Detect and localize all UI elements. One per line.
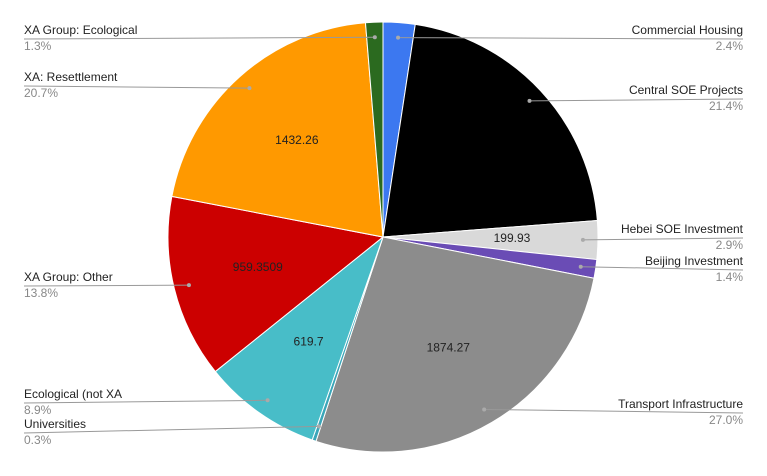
pie-slice (382, 23, 598, 238)
leader-dot (527, 98, 532, 103)
slice-percent: 2.4% (716, 39, 744, 53)
leader-dot (186, 283, 191, 288)
slice-label: XA: Resettlement (24, 70, 118, 84)
slice-label: Ecological (not XA (24, 387, 122, 401)
slice-percent: 1.4% (716, 270, 744, 284)
slice-percent: 13.8% (24, 286, 58, 300)
leader-dot (578, 264, 583, 269)
pie-slice (315, 236, 595, 453)
slice-label: XA Group: Other (24, 270, 113, 284)
leader-line (484, 408, 744, 414)
leader-line (529, 98, 744, 102)
slice-label: XA Group: Ecological (24, 23, 137, 37)
leader-line (582, 237, 744, 241)
leader-line (23, 36, 375, 40)
leader-line (23, 284, 189, 287)
leader-line (23, 85, 250, 89)
slice-label: Hebei SOE Investment (621, 222, 744, 236)
pie-slice (364, 21, 384, 238)
leader-line (580, 266, 744, 271)
slice-amount: 959.3509 (233, 260, 283, 274)
leader-dot (372, 35, 377, 40)
slice-label: Universities (24, 417, 86, 431)
slice-label: Central SOE Projects (629, 83, 743, 97)
slice-percent: 2.9% (716, 238, 744, 252)
slice-label: Transport Infrastructure (618, 397, 743, 411)
leader-line (23, 425, 319, 434)
slice-label: Beijing Investment (645, 254, 744, 268)
slice-amount: 1432.26 (275, 133, 319, 147)
slice-percent: 20.7% (24, 86, 58, 100)
leader-dot (265, 398, 270, 403)
leader-dot (396, 35, 401, 40)
slice-percent: 21.4% (709, 99, 743, 113)
slice-amount: 619.7 (294, 335, 324, 349)
leader-dot (247, 86, 252, 91)
pie-slice (214, 235, 385, 441)
slice-amount: 1874.27 (427, 340, 471, 354)
leader-dot (316, 424, 321, 429)
leader-line (398, 37, 744, 40)
slice-amount: 199.93 (494, 231, 531, 245)
pie-slice (167, 195, 385, 373)
pie-slice (171, 22, 384, 238)
slice-percent: 8.9% (24, 403, 52, 417)
slice-percent: 0.3% (24, 433, 52, 447)
slice-percent: 1.3% (24, 39, 52, 53)
leader-dot (580, 237, 585, 242)
slice-percent: 27.0% (709, 413, 743, 427)
leader-line (23, 399, 268, 404)
slice-label: Commercial Housing (632, 23, 743, 37)
leader-dot (482, 407, 487, 412)
